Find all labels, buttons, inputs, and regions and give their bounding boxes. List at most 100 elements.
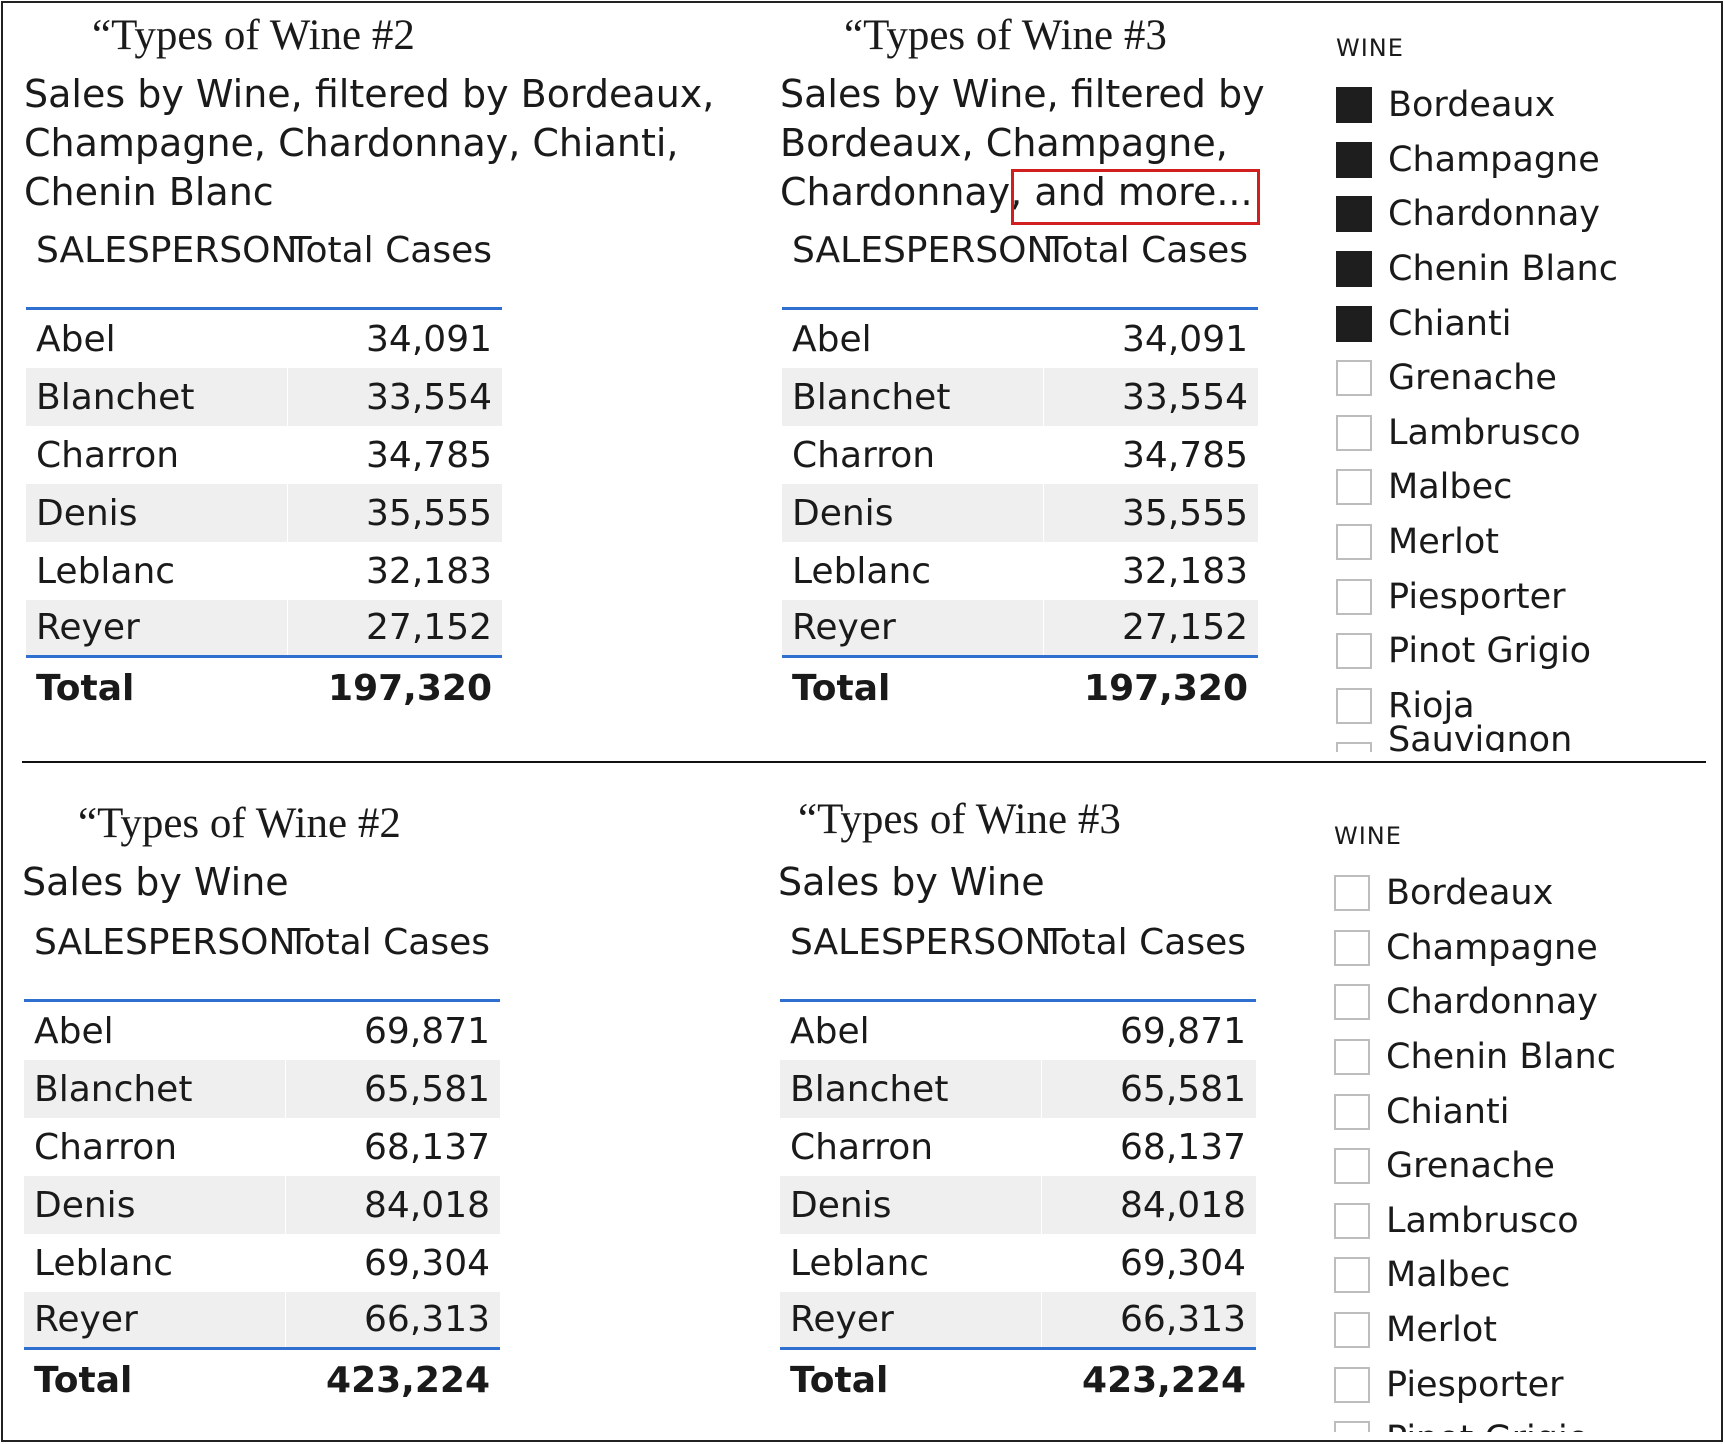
- sales-table: SALESPERSON Total Cases Abel 69,871 Blanc…: [24, 916, 500, 1410]
- slicer-item-grenache[interactable]: Grenache: [1334, 1139, 1674, 1194]
- slicer-item-label: Malbec: [1388, 467, 1513, 508]
- checkbox-icon[interactable]: [1336, 633, 1372, 670]
- table-row[interactable]: Reyer 27,152: [782, 600, 1258, 658]
- table-row[interactable]: Blanchet 65,581: [780, 1060, 1256, 1118]
- table-row[interactable]: Abel 34,091: [26, 310, 502, 368]
- checkbox-icon[interactable]: [1334, 1421, 1370, 1432]
- slicer-item-champagne[interactable]: Champagne: [1336, 133, 1676, 188]
- column-header-salesperson[interactable]: SALESPERSON: [34, 922, 296, 963]
- slicer-item-bordeaux[interactable]: Bordeaux: [1334, 866, 1674, 921]
- checkbox-icon[interactable]: [1336, 87, 1372, 124]
- slicer-item-label: Rioja: [1388, 685, 1475, 726]
- panel-heading: “Types of Wine #3: [844, 12, 1167, 59]
- table-row[interactable]: Leblanc 32,183: [782, 542, 1258, 600]
- checkbox-icon[interactable]: [1334, 1202, 1370, 1239]
- slicer-item-pinot-grigio[interactable]: Pinot Grigio: [1336, 624, 1676, 679]
- slicer-item-chianti[interactable]: Chianti: [1336, 296, 1676, 351]
- table-row[interactable]: Charron 68,137: [24, 1118, 500, 1176]
- checkbox-icon[interactable]: [1334, 1093, 1370, 1130]
- visual-subtitle: Sales by Wine, filtered by Bordeaux, Cha…: [24, 72, 715, 214]
- table-row[interactable]: Charron 34,785: [26, 426, 502, 484]
- slicer-item-pinot-grigio[interactable]: Pinot Grigio: [1334, 1412, 1674, 1432]
- slicer-item-chenin-blanc[interactable]: Chenin Blanc: [1334, 1030, 1674, 1085]
- slicer-item-rioja[interactable]: Rioja: [1336, 679, 1676, 734]
- column-header-salesperson[interactable]: SALESPERSON: [36, 230, 298, 271]
- checkbox-icon[interactable]: [1336, 251, 1372, 288]
- slicer-item-piesporter[interactable]: Piesporter: [1336, 569, 1676, 624]
- checkbox-icon[interactable]: [1336, 578, 1372, 615]
- slicer-item-label: Bordeaux: [1388, 85, 1556, 126]
- table-row[interactable]: Abel 69,871: [24, 1002, 500, 1060]
- column-header-salesperson[interactable]: SALESPERSON: [790, 922, 1052, 963]
- checkbox-icon[interactable]: [1336, 469, 1372, 506]
- slicer-item-piesporter[interactable]: Piesporter: [1334, 1357, 1674, 1412]
- slicer-item-merlot[interactable]: Merlot: [1334, 1303, 1674, 1358]
- table-total-row: Total 197,320: [792, 667, 1248, 709]
- slicer-item-grenache[interactable]: Grenache: [1336, 351, 1676, 406]
- column-header-total-cases[interactable]: Total Cases: [1045, 230, 1248, 271]
- checkbox-icon[interactable]: [1334, 1366, 1370, 1403]
- checkbox-icon[interactable]: [1336, 687, 1372, 724]
- table-row[interactable]: Reyer 66,313: [780, 1292, 1256, 1350]
- table-row[interactable]: Abel 34,091: [782, 310, 1258, 368]
- table-row[interactable]: Denis 84,018: [24, 1176, 500, 1234]
- slicer-item-chardonnay[interactable]: Chardonnay: [1334, 975, 1674, 1030]
- checkbox-icon[interactable]: [1336, 414, 1372, 451]
- table-row[interactable]: Charron 34,785: [782, 426, 1258, 484]
- table-row[interactable]: Leblanc 69,304: [24, 1234, 500, 1292]
- slicer-item-malbec[interactable]: Malbec: [1334, 1248, 1674, 1303]
- checkbox-icon[interactable]: [1334, 1148, 1370, 1185]
- slicer-item-merlot[interactable]: Merlot: [1336, 515, 1676, 570]
- slicer-item-label: Champagne: [1386, 927, 1598, 968]
- checkbox-icon[interactable]: [1334, 929, 1370, 966]
- slicer-item-label: Champagne: [1388, 139, 1600, 180]
- visual-subtitle: Sales by Wine, filtered by Bordeaux, Cha…: [780, 72, 1265, 214]
- table-header: SALESPERSON Total Cases: [26, 224, 502, 310]
- slicer-item-lambrusco[interactable]: Lambrusco: [1334, 1194, 1674, 1249]
- slicer-item-label: Chenin Blanc: [1388, 249, 1618, 290]
- checkbox-icon[interactable]: [1336, 742, 1372, 752]
- slicer-item-sauvignon-blanc[interactable]: Sauvignon Blanc: [1336, 720, 1676, 752]
- table-row[interactable]: Blanchet 33,554: [782, 368, 1258, 426]
- slicer-item-label: Piesporter: [1388, 576, 1566, 617]
- slicer-title: WINE: [1334, 822, 1402, 850]
- column-header-total-cases[interactable]: Total Cases: [1043, 922, 1246, 963]
- checkbox-icon[interactable]: [1336, 305, 1372, 342]
- slicer-item-lambrusco[interactable]: Lambrusco: [1336, 406, 1676, 461]
- slicer-item-champagne[interactable]: Champagne: [1334, 921, 1674, 976]
- column-header-total-cases[interactable]: Total Cases: [289, 230, 492, 271]
- column-header-total-cases[interactable]: Total Cases: [287, 922, 490, 963]
- wine-slicer-bottom: WINE Bordeaux Champagne Chardonnay Chenin B…: [1334, 818, 1674, 1432]
- table-row[interactable]: Leblanc 69,304: [780, 1234, 1256, 1292]
- table-row[interactable]: Denis 35,555: [26, 484, 502, 542]
- table-row[interactable]: Denis 84,018: [780, 1176, 1256, 1234]
- table-row[interactable]: Reyer 66,313: [24, 1292, 500, 1350]
- checkbox-icon[interactable]: [1334, 875, 1370, 912]
- slicer-item-label: Pinot Grigio: [1388, 631, 1592, 672]
- table-row[interactable]: Charron 68,137: [780, 1118, 1256, 1176]
- checkbox-icon[interactable]: [1336, 196, 1372, 233]
- checkbox-icon[interactable]: [1336, 360, 1372, 397]
- checkbox-icon[interactable]: [1334, 1039, 1370, 1076]
- column-header-salesperson[interactable]: SALESPERSON: [792, 230, 1054, 271]
- checkbox-icon[interactable]: [1334, 1312, 1370, 1349]
- checkbox-icon[interactable]: [1336, 524, 1372, 561]
- table-row[interactable]: Denis 35,555: [782, 484, 1258, 542]
- table-row[interactable]: Blanchet 65,581: [24, 1060, 500, 1118]
- slicer-item-label: Chardonnay: [1388, 194, 1600, 235]
- visual-subtitle: Sales by Wine: [22, 860, 289, 904]
- slicer-item-chenin-blanc[interactable]: Chenin Blanc: [1336, 242, 1676, 297]
- slicer-item-malbec[interactable]: Malbec: [1336, 460, 1676, 515]
- table-row[interactable]: Abel 69,871: [780, 1002, 1256, 1060]
- table-row[interactable]: Reyer 27,152: [26, 600, 502, 658]
- slicer-item-chianti[interactable]: Chianti: [1334, 1084, 1674, 1139]
- checkbox-icon[interactable]: [1336, 141, 1372, 178]
- table-row[interactable]: Blanchet 33,554: [26, 368, 502, 426]
- slicer-item-chardonnay[interactable]: Chardonnay: [1336, 187, 1676, 242]
- checkbox-icon[interactable]: [1334, 984, 1370, 1021]
- table-header: SALESPERSON Total Cases: [24, 916, 500, 1002]
- table-row[interactable]: Leblanc 32,183: [26, 542, 502, 600]
- slicer-item-label: Merlot: [1388, 522, 1499, 563]
- checkbox-icon[interactable]: [1334, 1257, 1370, 1294]
- slicer-item-bordeaux[interactable]: Bordeaux: [1336, 78, 1676, 133]
